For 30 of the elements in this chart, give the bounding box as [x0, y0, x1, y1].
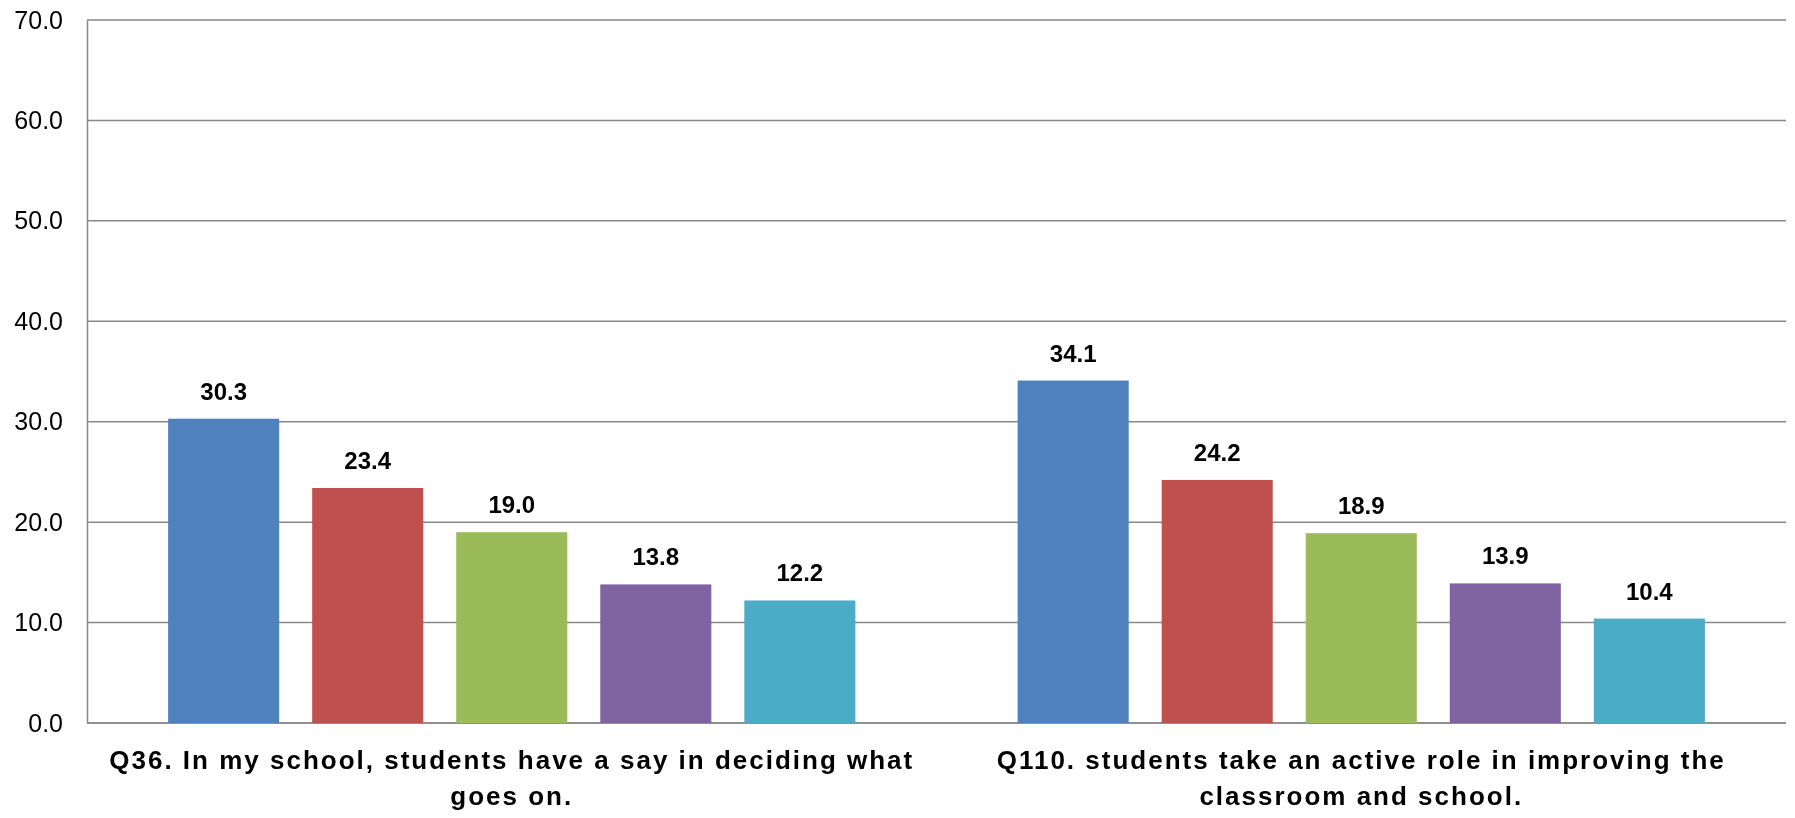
data-label: 34.1	[1049, 339, 1097, 367]
x-tick-label: Q110. students take an active role in improving the classroom and school.	[996, 745, 1726, 811]
bar	[1305, 533, 1417, 723]
bar	[168, 418, 280, 723]
bar	[744, 600, 856, 723]
y-tick-label: 10.0	[14, 608, 63, 637]
data-label: 19.0	[488, 491, 536, 519]
y-tick-label: 50.0	[14, 206, 63, 235]
data-label: 13.8	[632, 543, 680, 571]
y-tick-label: 70.0	[14, 5, 63, 34]
y-tick-label: 20.0	[14, 507, 63, 536]
data-label: 23.4	[344, 447, 392, 474]
y-tick-label: 60.0	[14, 105, 63, 134]
y-tick-label: 40.0	[14, 306, 63, 335]
bar	[312, 488, 424, 723]
bar	[1449, 583, 1561, 723]
bar	[600, 584, 712, 723]
bar	[1593, 618, 1705, 723]
data-label: 30.3	[200, 377, 248, 405]
bar	[1017, 380, 1129, 723]
y-tick-label: 30.0	[14, 407, 63, 436]
data-label: 24.2	[1193, 438, 1241, 466]
data-label: 13.9	[1481, 542, 1529, 570]
data-label: 12.2	[776, 559, 824, 587]
y-tick-label: 0.0	[28, 708, 63, 737]
data-label: 10.4	[1625, 577, 1674, 605]
bar	[456, 532, 568, 723]
bar	[1161, 479, 1273, 723]
x-tick-label: Q36. In my school, students have a say in deciding what goes on.	[109, 745, 915, 811]
data-label: 18.9	[1337, 492, 1385, 520]
